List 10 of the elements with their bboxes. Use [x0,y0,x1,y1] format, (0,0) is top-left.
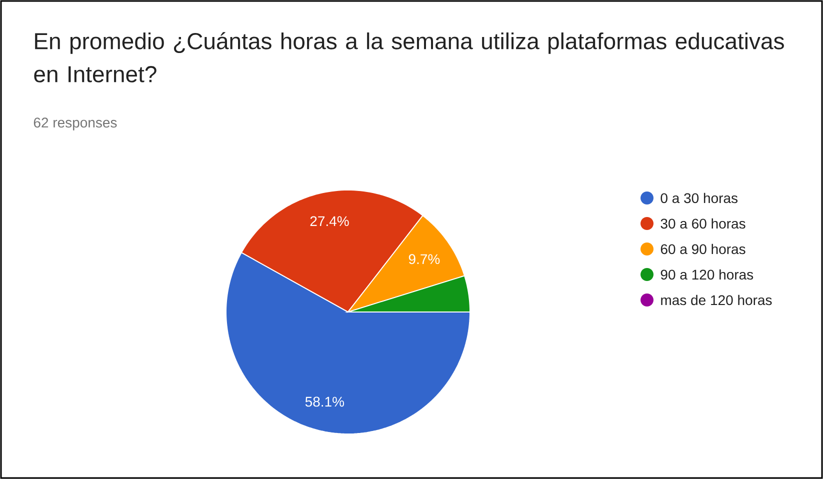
legend-label: 0 a 30 horas [660,192,738,204]
legend-label: mas de 120 horas [661,294,772,306]
data-label: 58.1% [305,396,344,407]
data-label: 9.7% [408,254,440,264]
data-label: 27.4% [310,216,349,226]
text: 62 responses [34,118,117,130]
legend-label: 60 a 90 horas [660,244,746,254]
chart-title: En promedio ¿Cuántas horas a la semana utiliza plataformas educativas en Internet? [34,32,784,82]
legend-label: 90 a 120 horas [660,269,754,280]
legend-label: 30 a 60 horas [660,218,746,229]
